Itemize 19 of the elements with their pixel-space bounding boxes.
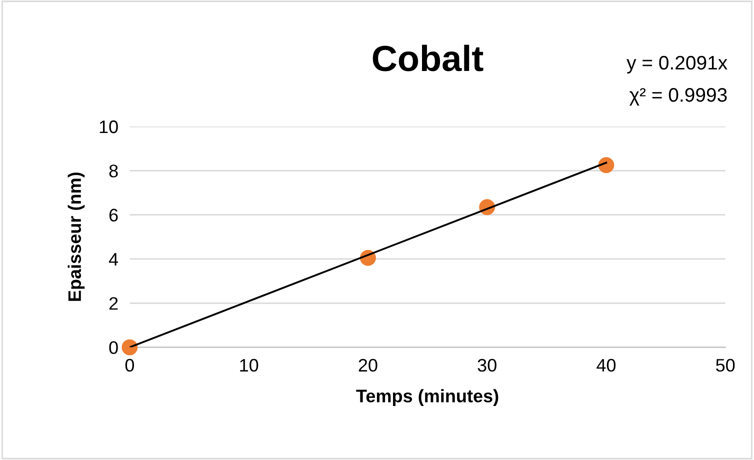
x-axis-title: Temps (minutes) [356,389,498,406]
chart-title: Cobalt [372,44,484,72]
y-tick-label: 8 [109,164,118,178]
x-tick-label: 20 [358,358,378,372]
x-tick-label: 40 [596,358,616,372]
y-tick-label: 2 [109,297,118,310]
x-tick-label: 30 [478,358,496,372]
y-axis-title: Epaisseur (nm) [68,172,85,301]
x-tick-label: 50 [716,358,735,372]
text: y = 0.2091x [626,56,728,74]
x-tick-label: 0 [125,358,134,372]
point [598,157,614,174]
y-tick-label: 10 [100,120,118,134]
text: χ² = 0.9993 [630,88,727,106]
y-tick-label: 4 [108,253,118,266]
point [122,339,138,356]
y-tick-label: 6 [109,208,118,222]
x-tick-label: 10 [240,358,258,372]
y-tick-label: 0 [109,341,118,354]
